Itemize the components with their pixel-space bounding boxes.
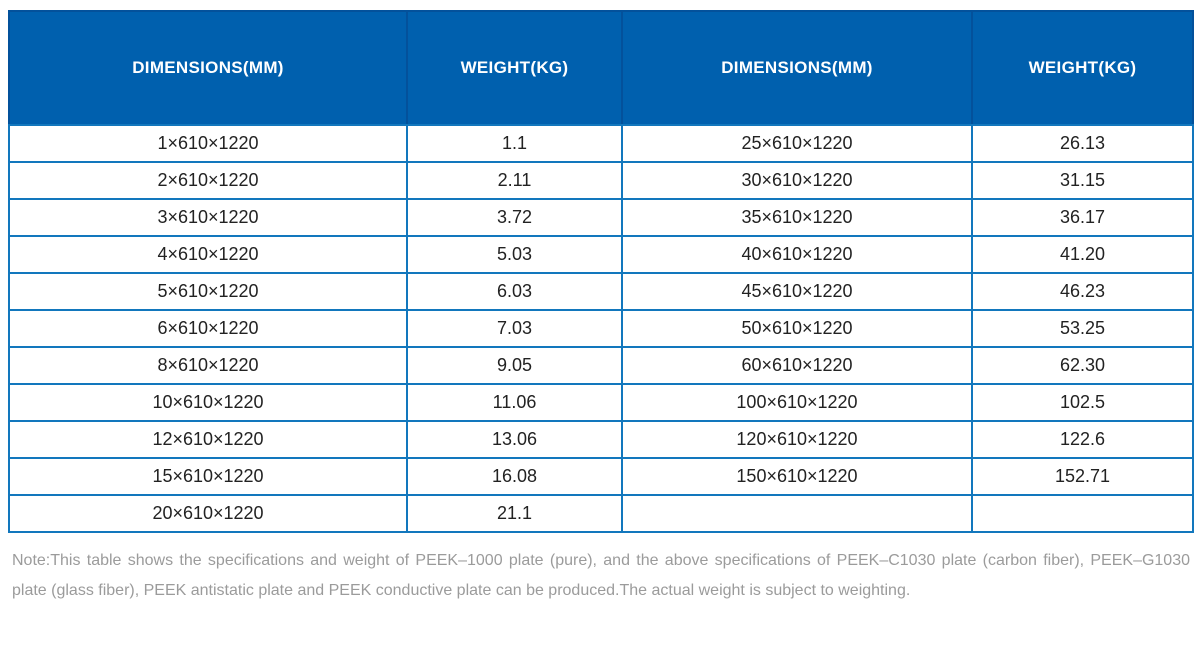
dimensions-cell: 20×610×1220 xyxy=(8,494,408,533)
weight-cell: 31.15 xyxy=(971,161,1194,200)
table-row: 12×610×1220 13.06 120×610×1220 122.6 xyxy=(8,420,1194,459)
weight-cell: 16.08 xyxy=(406,457,623,496)
dimensions-cell: 150×610×1220 xyxy=(621,457,973,496)
weight-cell: 152.71 xyxy=(971,457,1194,496)
weight-cell: 9.05 xyxy=(406,346,623,385)
header-row: DIMENSIONS(MM) WEIGHT(KG) DIMENSIONS(MM)… xyxy=(8,10,1194,126)
dimensions-cell: 50×610×1220 xyxy=(621,309,973,348)
dimensions-cell: 2×610×1220 xyxy=(8,161,408,200)
table-row: 4×610×1220 5.03 40×610×1220 41.20 xyxy=(8,235,1194,274)
dimensions-cell: 100×610×1220 xyxy=(621,383,973,422)
dimensions-cell: 3×610×1220 xyxy=(8,198,408,237)
col-header-dimensions-right: DIMENSIONS(MM) xyxy=(621,10,973,126)
dimensions-cell: 8×610×1220 xyxy=(8,346,408,385)
page: DIMENSIONS(MM) WEIGHT(KG) DIMENSIONS(MM)… xyxy=(8,10,1194,599)
table-row: 3×610×1220 3.72 35×610×1220 36.17 xyxy=(8,198,1194,237)
weight-cell: 5.03 xyxy=(406,235,623,274)
table-header: DIMENSIONS(MM) WEIGHT(KG) DIMENSIONS(MM)… xyxy=(8,10,1194,126)
dimensions-cell: 25×610×1220 xyxy=(621,124,973,163)
weight-cell: 3.72 xyxy=(406,198,623,237)
table-row: 6×610×1220 7.03 50×610×1220 53.25 xyxy=(8,309,1194,348)
table-row: 2×610×1220 2.11 30×610×1220 31.15 xyxy=(8,161,1194,200)
dimensions-cell xyxy=(621,494,973,533)
weight-cell: 7.03 xyxy=(406,309,623,348)
weight-cell: 46.23 xyxy=(971,272,1194,311)
weight-cell: 36.17 xyxy=(971,198,1194,237)
note-text: Note:This table shows the specifications… xyxy=(12,552,1190,599)
weight-cell: 53.25 xyxy=(971,309,1194,348)
col-header-weight-left: WEIGHT(KG) xyxy=(406,10,623,126)
dimensions-cell: 6×610×1220 xyxy=(8,309,408,348)
weight-cell: 62.30 xyxy=(971,346,1194,385)
col-header-dimensions-left: DIMENSIONS(MM) xyxy=(8,10,408,126)
weight-cell: 6.03 xyxy=(406,272,623,311)
dimensions-cell: 40×610×1220 xyxy=(621,235,973,274)
table-row: 5×610×1220 6.03 45×610×1220 46.23 xyxy=(8,272,1194,311)
col-header-weight-right: WEIGHT(KG) xyxy=(971,10,1194,126)
weight-cell: 102.5 xyxy=(971,383,1194,422)
dimensions-cell: 35×610×1220 xyxy=(621,198,973,237)
table-row: 10×610×1220 11.06 100×610×1220 102.5 xyxy=(8,383,1194,422)
dimensions-cell: 4×610×1220 xyxy=(8,235,408,274)
dimensions-cell: 30×610×1220 xyxy=(621,161,973,200)
table-body: 1×610×1220 1.1 25×610×1220 26.13 2×610×1220 2… xyxy=(8,124,1194,533)
weight-cell: 2.11 xyxy=(406,161,623,200)
table-row: 1×610×1220 1.1 25×610×1220 26.13 xyxy=(8,124,1194,163)
dimensions-cell: 15×610×1220 xyxy=(8,457,408,496)
weight-cell: 122.6 xyxy=(971,420,1194,459)
weight-cell: 26.13 xyxy=(971,124,1194,163)
dimensions-cell: 12×610×1220 xyxy=(8,420,408,459)
weight-cell: 21.1 xyxy=(406,494,623,533)
dimensions-cell: 5×610×1220 xyxy=(8,272,408,311)
weight-cell: 41.20 xyxy=(971,235,1194,274)
dimensions-cell: 60×610×1220 xyxy=(621,346,973,385)
dimensions-cell: 45×610×1220 xyxy=(621,272,973,311)
dimensions-cell: 120×610×1220 xyxy=(621,420,973,459)
spec-table: DIMENSIONS(MM) WEIGHT(KG) DIMENSIONS(MM)… xyxy=(8,10,1194,533)
weight-cell xyxy=(971,494,1194,533)
table-row: 8×610×1220 9.05 60×610×1220 62.30 xyxy=(8,346,1194,385)
dimensions-cell: 1×610×1220 xyxy=(8,124,408,163)
weight-cell: 1.1 xyxy=(406,124,623,163)
table-row: 20×610×1220 21.1 xyxy=(8,494,1194,533)
weight-cell: 13.06 xyxy=(406,420,623,459)
weight-cell: 11.06 xyxy=(406,383,623,422)
table-row: 15×610×1220 16.08 150×610×1220 152.71 xyxy=(8,457,1194,496)
dimensions-cell: 10×610×1220 xyxy=(8,383,408,422)
